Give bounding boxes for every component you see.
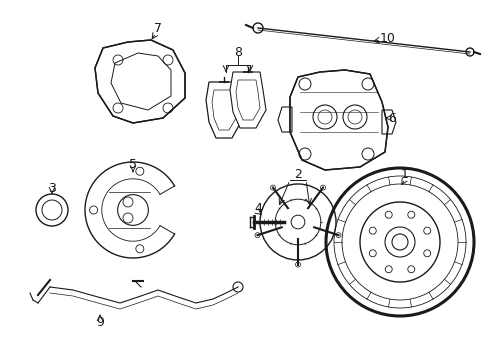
Polygon shape — [289, 70, 387, 170]
Text: 9: 9 — [96, 315, 104, 328]
Text: 2: 2 — [293, 168, 301, 181]
Text: 7: 7 — [154, 22, 162, 35]
Polygon shape — [205, 82, 242, 138]
Text: 5: 5 — [129, 158, 137, 171]
Text: 8: 8 — [234, 45, 242, 58]
Text: 1: 1 — [400, 168, 408, 181]
Text: 10: 10 — [379, 31, 395, 45]
Text: 6: 6 — [387, 112, 395, 125]
Polygon shape — [95, 40, 184, 123]
Text: 4: 4 — [254, 202, 262, 215]
Text: 3: 3 — [48, 181, 56, 194]
Polygon shape — [229, 72, 265, 128]
